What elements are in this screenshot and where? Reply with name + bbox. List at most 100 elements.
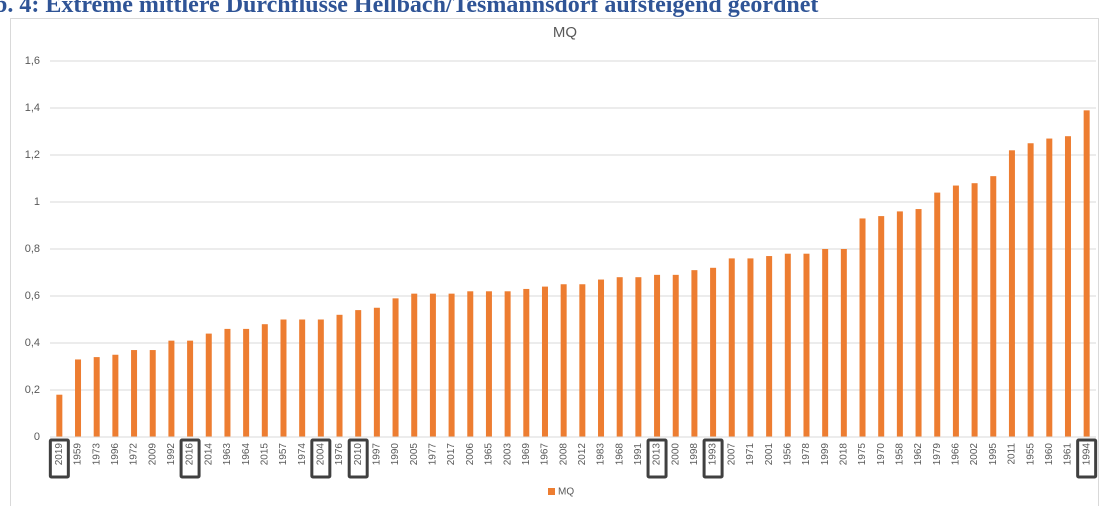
x-tick-label: 1996 [110, 443, 121, 466]
bar [336, 314, 343, 437]
bar [822, 249, 829, 437]
highlight-box [646, 438, 668, 479]
bar [280, 319, 287, 437]
x-tick-label: 1998 [689, 443, 700, 466]
highlight-box [310, 438, 332, 479]
x-tick-label: 1973 [91, 443, 102, 466]
bar [672, 274, 679, 437]
highlight-box [179, 438, 201, 479]
x-tick-label: 1962 [913, 443, 924, 466]
bar [299, 319, 306, 437]
x-tick-label: 1959 [73, 443, 84, 466]
x-tick-label: 2011 [1007, 443, 1018, 465]
x-tick-label: 2007 [726, 443, 737, 466]
x-tick-label: 1994 [1081, 443, 1092, 466]
bar [840, 249, 847, 437]
x-tick-label: 2017 [446, 443, 457, 466]
highlight-box [48, 438, 70, 479]
y-tick-label: 0,2 [25, 384, 40, 396]
bar [635, 277, 642, 437]
x-tick-label: 1958 [895, 443, 906, 466]
x-tick-label: 2006 [465, 443, 476, 466]
x-tick-label: 2015 [259, 443, 270, 466]
x-tick-label: 1977 [428, 443, 439, 466]
x-tick-label: 1957 [278, 443, 289, 466]
x-tick-label: 1978 [801, 443, 812, 466]
bar [784, 253, 791, 437]
bar [1064, 136, 1071, 437]
x-tick-label: 1966 [951, 443, 962, 466]
y-tick-label: 1,4 [25, 102, 40, 114]
x-tick-label: 2001 [764, 443, 775, 466]
chart-title: MQ [553, 24, 577, 41]
bar [915, 209, 922, 437]
y-tick-label: 0 [34, 431, 40, 443]
bar [112, 354, 119, 437]
highlight-box [702, 438, 724, 479]
x-tick-label: 1992 [166, 443, 177, 466]
bar [1046, 138, 1053, 438]
bar [93, 357, 100, 437]
x-tick-label: 2003 [502, 443, 513, 466]
bar [1008, 150, 1015, 438]
x-tick-label: 1990 [390, 443, 401, 466]
bar [766, 256, 773, 437]
bar [411, 293, 418, 437]
bar [243, 328, 250, 437]
y-tick-label: 0,4 [25, 337, 40, 349]
bar [560, 284, 567, 437]
x-tick-label: 2010 [353, 443, 364, 466]
bar [579, 284, 586, 437]
bar [224, 328, 231, 437]
bar [616, 277, 623, 437]
x-tick-label: 2002 [969, 443, 980, 466]
legend-label: MQ [558, 487, 574, 498]
bar [187, 340, 194, 437]
x-tick-label: 1967 [540, 443, 551, 466]
x-tick-label: 2000 [670, 443, 681, 466]
bar [803, 253, 810, 437]
bar [448, 293, 455, 437]
bar [654, 274, 661, 437]
x-tick-label: 1995 [988, 443, 999, 466]
bar [149, 350, 156, 437]
bar [896, 211, 903, 437]
y-tick-label: 0,6 [25, 290, 40, 302]
bar [261, 324, 268, 437]
bar [317, 319, 324, 437]
bar [75, 359, 82, 437]
y-tick-label: 1,6 [25, 55, 40, 67]
x-tick-label: 1991 [633, 443, 644, 466]
bar [934, 192, 941, 437]
highlight-box [1076, 438, 1098, 479]
x-tick-label: 2016 [185, 443, 196, 466]
bar [467, 291, 474, 437]
x-tick-label: 1965 [484, 443, 495, 466]
bar [131, 350, 138, 437]
bar [485, 291, 492, 437]
x-tick-label: 1969 [521, 443, 532, 466]
bar [859, 218, 866, 437]
x-tick-label: 2014 [203, 443, 214, 466]
figure-heading: b. 4: Extreme mittlere Durchflüsse Hellb… [0, 0, 818, 18]
x-tick-label: 1956 [782, 443, 793, 466]
x-tick-label: 1976 [334, 443, 345, 466]
x-tick-label: 1961 [1063, 443, 1074, 466]
x-tick-label: 2013 [652, 443, 663, 466]
highlight-box [347, 438, 369, 479]
x-tick-label: 1979 [932, 443, 943, 466]
x-tick-label: 1993 [708, 443, 719, 466]
bar [1083, 110, 1090, 437]
bar [598, 279, 605, 437]
x-tick-label: 2019 [54, 443, 65, 466]
bar [990, 176, 997, 437]
y-tick-label: 1 [34, 196, 40, 208]
bar [710, 267, 717, 437]
x-tick-label: 1972 [129, 443, 140, 466]
bar [523, 288, 530, 437]
x-tick-label: 2009 [147, 443, 158, 466]
legend-swatch [548, 488, 555, 495]
x-tick-label: 1960 [1044, 443, 1055, 466]
x-tick-label: 2018 [838, 443, 849, 466]
